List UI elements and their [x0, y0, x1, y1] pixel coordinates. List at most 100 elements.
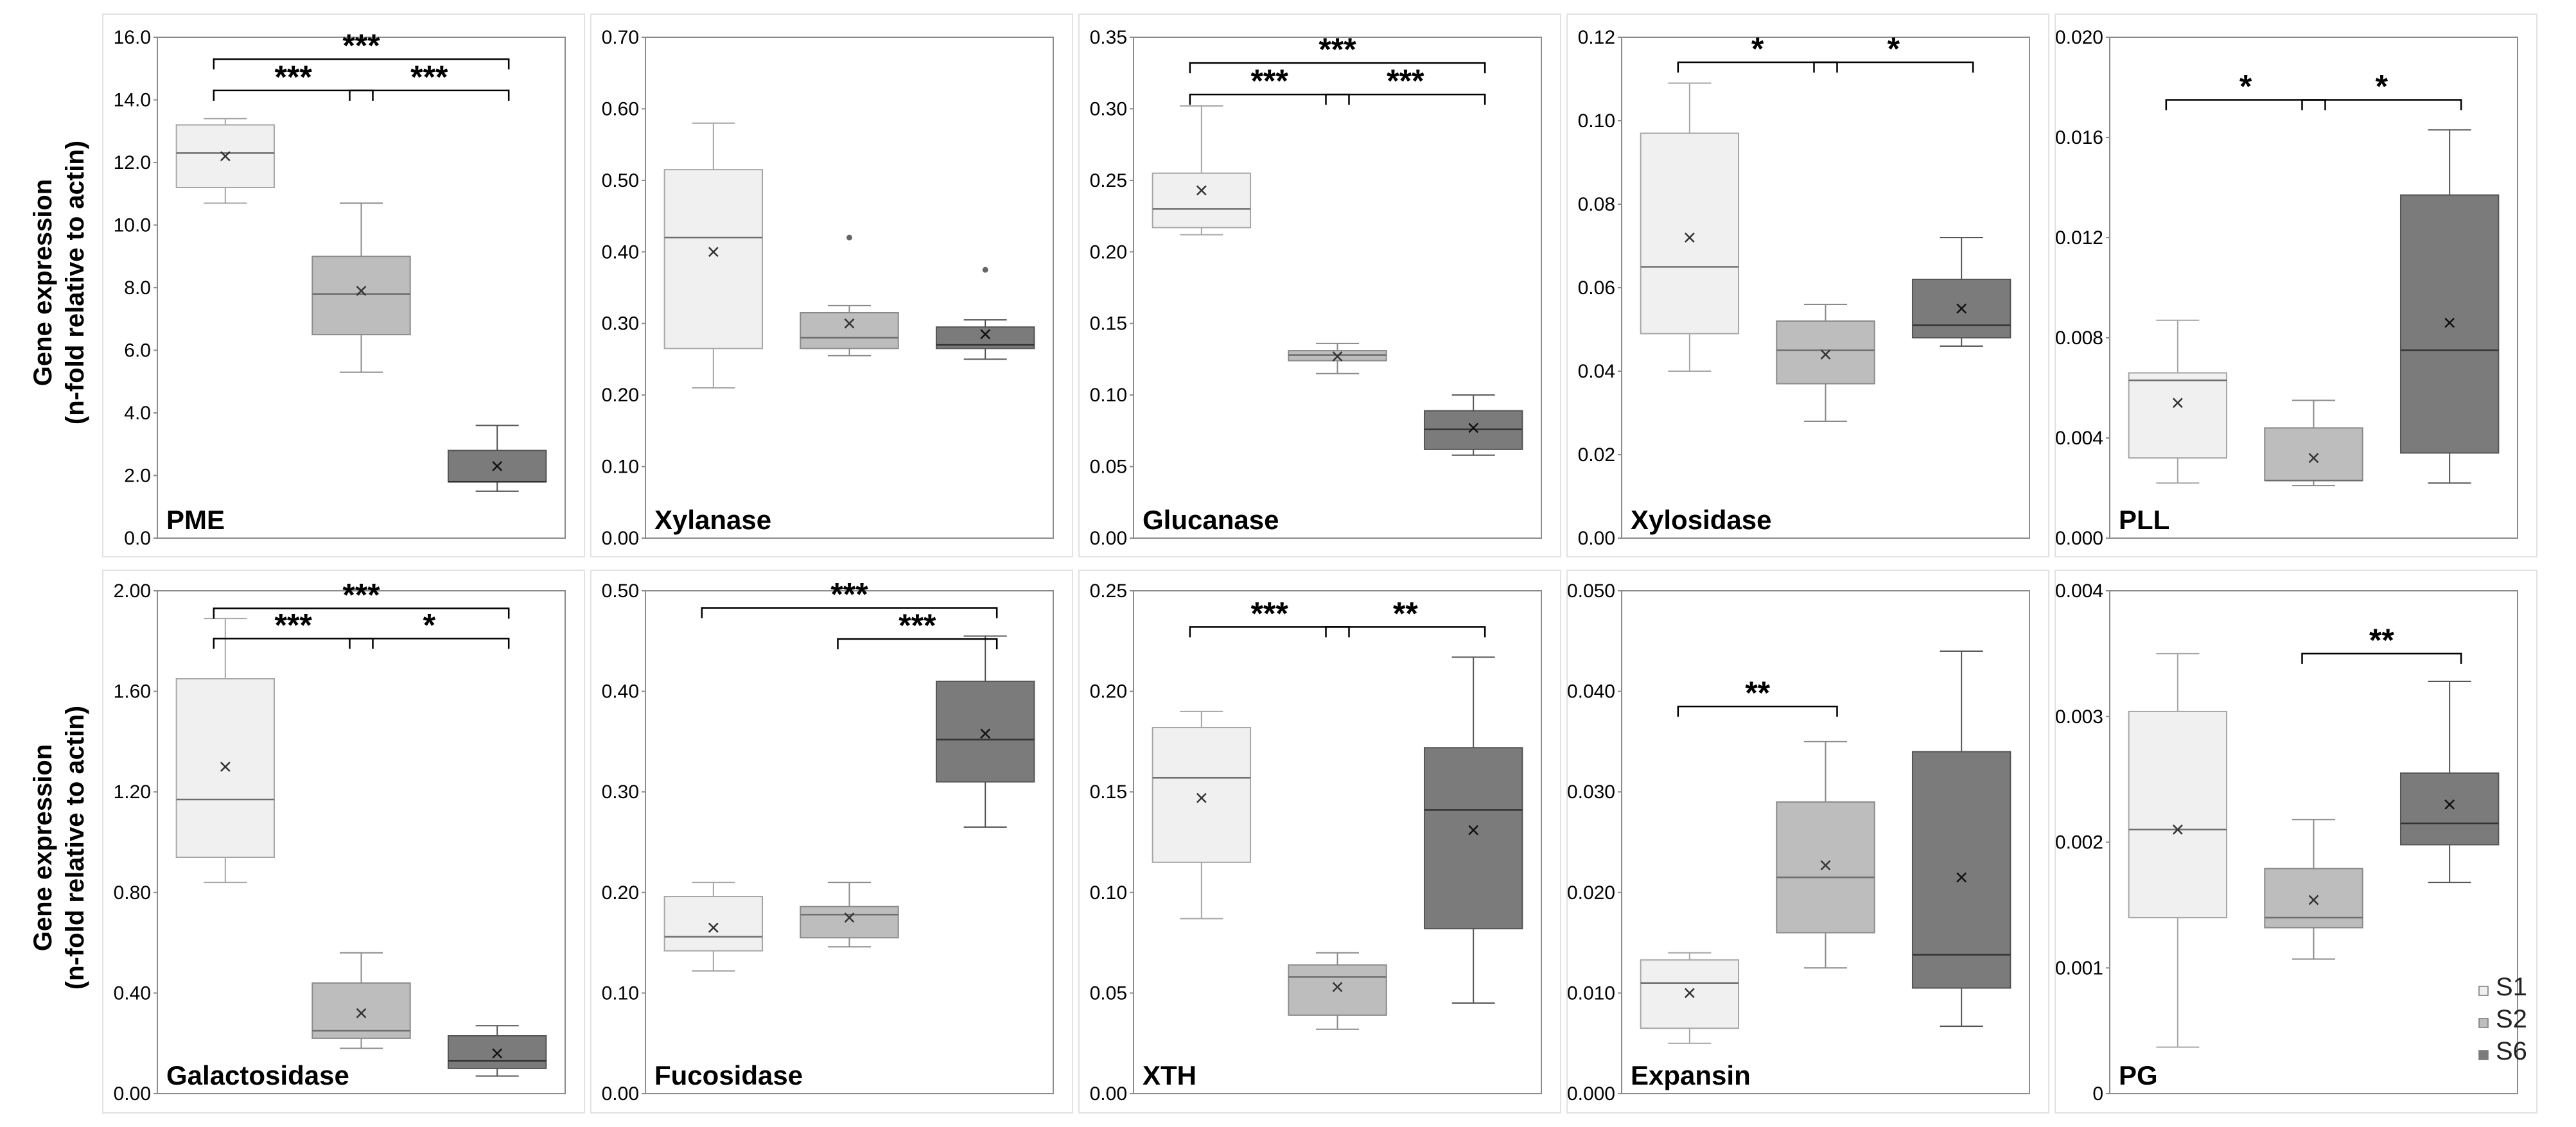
bracket-line	[837, 638, 998, 650]
bracket-line	[1325, 626, 1486, 638]
significance-label: ***	[342, 577, 380, 613]
y-tick-label: 0	[2092, 1083, 2103, 1105]
iqr-box	[663, 169, 764, 349]
mean-marker	[708, 922, 719, 933]
bracket-line	[213, 638, 374, 649]
iqr-box	[1288, 964, 1387, 1016]
y-tick-label: 6.0	[124, 340, 151, 362]
plot-area-fucosidase	[645, 590, 1054, 1094]
box-s6	[1911, 650, 2011, 1027]
mean-marker	[2308, 453, 2319, 464]
panel-frame-fucosidase	[590, 570, 1073, 1114]
outlier-point	[846, 234, 852, 241]
mean-marker	[1468, 423, 1479, 433]
panel-frame-xth	[1078, 570, 1561, 1114]
box-s1	[1640, 952, 1740, 1044]
box-s1	[2128, 319, 2228, 484]
y-tick-label: 0.60	[602, 98, 639, 119]
legend: S1 S2 S6	[2478, 973, 2527, 1065]
y-tick-label: 0.10	[1090, 882, 1127, 904]
y-tick-label: 1.20	[114, 782, 151, 803]
legend-label-s1: S1	[2496, 973, 2527, 1001]
bracket-line	[1189, 62, 1486, 74]
bracket-line	[2301, 652, 2462, 664]
iqr-box	[1152, 726, 1252, 863]
mean-marker	[356, 1008, 367, 1018]
y-tick-label: 0.40	[602, 241, 639, 263]
iqr-box	[311, 256, 411, 336]
box-s6	[935, 635, 1035, 828]
mean-marker	[1468, 825, 1479, 835]
mean-marker	[980, 329, 991, 340]
y-tick-label: 0.004	[2055, 581, 2103, 602]
box-s1	[1640, 82, 1740, 372]
panel-frame-pg	[2055, 570, 2537, 1114]
y-tick-label: 0.10	[602, 457, 639, 478]
y-tick-label: 0.000	[2055, 528, 2103, 549]
bracket-line	[2301, 99, 2462, 110]
bracket-line	[349, 638, 510, 649]
mean-marker	[1196, 185, 1207, 196]
iqr-box	[1776, 801, 1875, 934]
bracket-line	[213, 89, 374, 101]
box-s1	[663, 122, 764, 389]
gene-label-xth: XTH	[1143, 1060, 1196, 1090]
box-s2	[2264, 399, 2363, 487]
box-s2	[1288, 952, 1387, 1030]
y-tick-label: 0.80	[114, 882, 151, 904]
significance-bracket: ***	[1189, 31, 1486, 74]
panel-galactosidase: 0.000.400.801.201.602.00 ****** *Galactosi…	[102, 570, 585, 1114]
y-tick-label: 0.0	[124, 528, 151, 549]
mean-marker	[1332, 351, 1343, 362]
y-tick-label: 4.0	[124, 403, 151, 424]
panel-xylanase: 0.00 0.10 0.20 0.30 0.40 0.50 0.60 0.70 Xylanase	[590, 13, 1073, 557]
mean-marker	[220, 762, 231, 772]
y-tick-label: 2.00	[114, 581, 151, 602]
box-s1	[175, 118, 276, 204]
significance-bracket: **	[2301, 622, 2462, 664]
y-tick-label: 0.012	[2055, 227, 2103, 249]
iqr-box	[2128, 710, 2228, 918]
y-tick-label: 0.15	[1090, 313, 1127, 335]
iqr-box	[2264, 427, 2363, 482]
y-tick-label: 0.40	[114, 983, 151, 1004]
legend-swatch-s6	[2478, 1050, 2489, 1060]
mean-marker	[1332, 982, 1343, 992]
bracket-line	[1325, 93, 1486, 105]
significance-label: *	[423, 607, 436, 643]
y-tick-label: 0.000	[1567, 1083, 1615, 1105]
panel-xylosidase: 0.00 0.02 0.04 0.06 0.08 0.10 0.12 * * Xylosidase	[1566, 13, 2049, 557]
iqr-box	[2128, 372, 2228, 459]
significance-bracket: ***	[1189, 595, 1350, 638]
iqr-box	[447, 1035, 547, 1069]
panel-pll: 0.000 0.004 0.008 0.012 0.016 0.020 * * PLL	[2055, 13, 2537, 557]
panel-pg: 0 0.001 0.002 0.003 0.004 ** PG	[2055, 570, 2537, 1114]
significance-label: ***	[1387, 63, 1424, 99]
y-tick-label: 16.0	[114, 27, 151, 48]
box-s1	[2128, 652, 2228, 1048]
significance-label: **	[1745, 675, 1770, 711]
significance-label: *	[2376, 69, 2388, 105]
bracket-line	[213, 607, 510, 619]
significance-bracket: ***	[213, 607, 374, 649]
gene-label-pme: PME	[166, 505, 225, 535]
y-tick-label: 14.0	[114, 90, 151, 111]
iqr-box	[800, 905, 899, 939]
significance-label: **	[2369, 622, 2394, 658]
iqr-box	[663, 896, 764, 952]
significance-bracket: ***	[213, 28, 510, 70]
y-tick-label: 0.08	[1578, 194, 1615, 215]
significance-label: ***	[1250, 595, 1288, 631]
y-tick-label: 0.35	[1090, 27, 1127, 48]
y-tick-label: 0.10	[1578, 110, 1615, 132]
y-tick-label: 0.50	[602, 170, 639, 191]
significance-bracket: *	[2301, 69, 2462, 110]
y-axis-label-row1-line1: Gene expression	[29, 179, 57, 386]
y-tick-label: 0.00	[1090, 1083, 1127, 1105]
panel-xth: 0.000.050.100.150.200.25*** **XTH	[1078, 570, 1561, 1114]
panel-frame-pll	[2055, 13, 2537, 557]
significance-label: ***	[410, 59, 448, 95]
mean-marker	[1956, 872, 1967, 883]
iqr-box	[1423, 747, 1523, 930]
